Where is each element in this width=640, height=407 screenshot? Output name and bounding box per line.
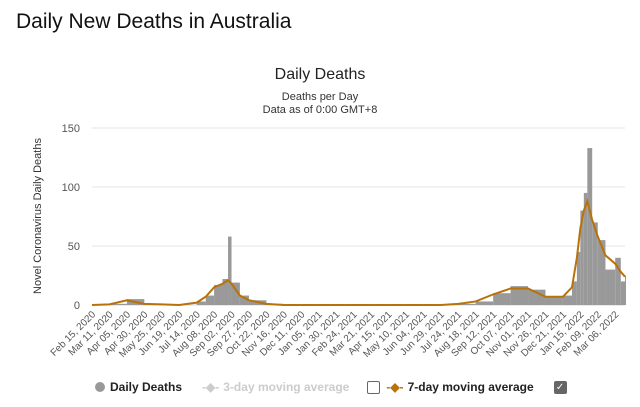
legend-3day[interactable]: -◆- 3-day moving average <box>202 380 349 394</box>
chart-title: Daily Deaths <box>274 66 366 83</box>
y-tick-label: 100 <box>62 182 80 194</box>
avg7-checkbox[interactable]: ✓ <box>553 380 567 394</box>
chart-subtitle: Deaths per Day <box>281 91 359 103</box>
chart-subtitle-2: Data as of 0:00 GMT+8 <box>262 104 378 116</box>
bar <box>239 295 249 305</box>
bar <box>109 303 127 305</box>
legend-daily-deaths[interactable]: Daily Deaths <box>95 380 182 394</box>
bar <box>580 210 584 305</box>
avg7-line <box>91 197 626 307</box>
bar <box>562 295 572 305</box>
bar <box>576 251 581 305</box>
bar <box>605 269 616 305</box>
bar <box>528 289 546 305</box>
bar <box>571 281 577 305</box>
bar <box>214 284 223 305</box>
bar <box>625 275 626 305</box>
legend-label: 7-day moving average <box>407 380 534 394</box>
bar <box>587 148 593 305</box>
bar <box>222 279 229 305</box>
bar <box>592 222 598 305</box>
bar <box>458 303 476 305</box>
legend-label: 3-day moving average <box>223 380 350 394</box>
bar <box>493 293 511 305</box>
bar <box>205 295 215 305</box>
line-marker-icon: -◆- <box>386 380 404 394</box>
bar <box>475 301 494 305</box>
legend: Daily Deaths -◆- 3-day moving average -◆-… <box>95 380 567 394</box>
y-tick-label: 50 <box>68 241 80 253</box>
legend-label: Daily Deaths <box>110 380 183 394</box>
bar <box>231 282 240 305</box>
circle-icon <box>95 382 105 392</box>
line-marker-icon: -◆- <box>202 380 220 394</box>
y-tick-label: 150 <box>62 123 80 135</box>
y-tick-label: 0 <box>74 300 80 312</box>
bar <box>196 301 206 305</box>
bar <box>583 192 588 305</box>
bar <box>620 281 625 305</box>
avg3-checkbox[interactable] <box>367 380 381 394</box>
bar <box>615 257 621 305</box>
legend-7day[interactable]: -◆- 7-day moving average <box>386 380 533 394</box>
bar <box>597 240 606 305</box>
bar <box>510 286 529 305</box>
bar <box>228 236 232 305</box>
bar <box>545 296 563 305</box>
page-title: Daily New Deaths in Australia <box>16 10 292 33</box>
